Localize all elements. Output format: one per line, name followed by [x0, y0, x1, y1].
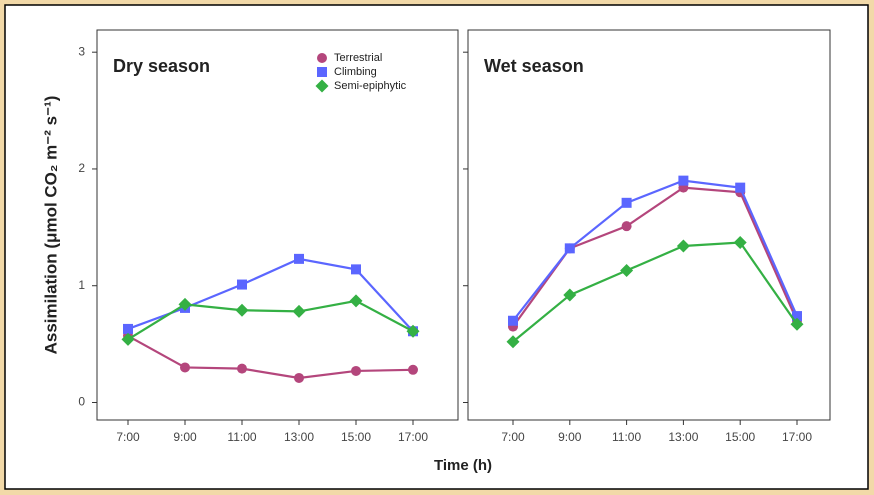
- y-tick-label: 1: [78, 278, 85, 292]
- marker: [121, 332, 135, 346]
- y-tick-label: 3: [78, 44, 85, 58]
- marker: [237, 363, 247, 374]
- marker: [123, 323, 133, 334]
- marker: [792, 311, 802, 322]
- marker: [733, 236, 747, 250]
- x-tick-label: 9:00: [173, 430, 197, 444]
- x-tick-label: 17:00: [398, 430, 428, 444]
- marker: [235, 303, 249, 317]
- x-tick-label: 17:00: [782, 430, 812, 444]
- marker: [317, 53, 327, 63]
- marker: [237, 279, 247, 290]
- x-tick-label: 7:00: [501, 430, 525, 444]
- marker: [563, 288, 577, 302]
- x-axis-title: Time (h): [434, 457, 492, 474]
- marker: [351, 264, 361, 275]
- x-tick-label: 15:00: [725, 430, 755, 444]
- panel-title: Dry season: [113, 56, 210, 76]
- legend-label: Climbing: [334, 66, 377, 78]
- series-line: [512, 241, 798, 343]
- marker: [408, 364, 418, 375]
- series-line: [127, 334, 414, 380]
- marker: [317, 67, 327, 77]
- marker: [294, 372, 304, 383]
- x-tick-label: 11:00: [227, 430, 256, 444]
- marker: [292, 304, 306, 318]
- x-tick-label: 7:00: [116, 430, 140, 444]
- marker: [180, 362, 190, 373]
- x-tick-label: 15:00: [341, 430, 371, 444]
- series-line: [512, 179, 799, 322]
- marker: [676, 239, 690, 253]
- y-tick-label: 0: [78, 395, 85, 409]
- marker: [294, 253, 304, 264]
- marker: [678, 175, 689, 186]
- x-tick-label: 11:00: [612, 430, 641, 444]
- x-tick-label: 13:00: [284, 430, 314, 444]
- marker: [564, 243, 575, 254]
- panel-title: Wet season: [484, 56, 584, 76]
- marker: [621, 221, 632, 232]
- frame: [4, 4, 869, 490]
- legend-label: Semi-epiphytic: [334, 80, 407, 92]
- legend-label: Terrestrial: [334, 52, 382, 64]
- marker: [178, 297, 192, 311]
- y-tick-label: 2: [78, 161, 85, 175]
- marker: [406, 324, 420, 338]
- y-axis-title: Assimilation (μmol CO₂ m⁻² s⁻¹): [41, 96, 60, 355]
- marker: [351, 365, 361, 376]
- series-line: [127, 299, 414, 341]
- marker: [506, 335, 520, 349]
- x-tick-label: 13:00: [668, 430, 698, 444]
- marker: [315, 79, 329, 93]
- marker: [621, 197, 632, 208]
- marker: [790, 317, 804, 331]
- x-tick-label: 9:00: [558, 430, 582, 444]
- plot-area: [96, 29, 459, 421]
- marker: [735, 182, 746, 193]
- marker: [620, 264, 634, 278]
- marker: [508, 315, 518, 326]
- marker: [349, 294, 363, 308]
- plot-area: [467, 29, 831, 421]
